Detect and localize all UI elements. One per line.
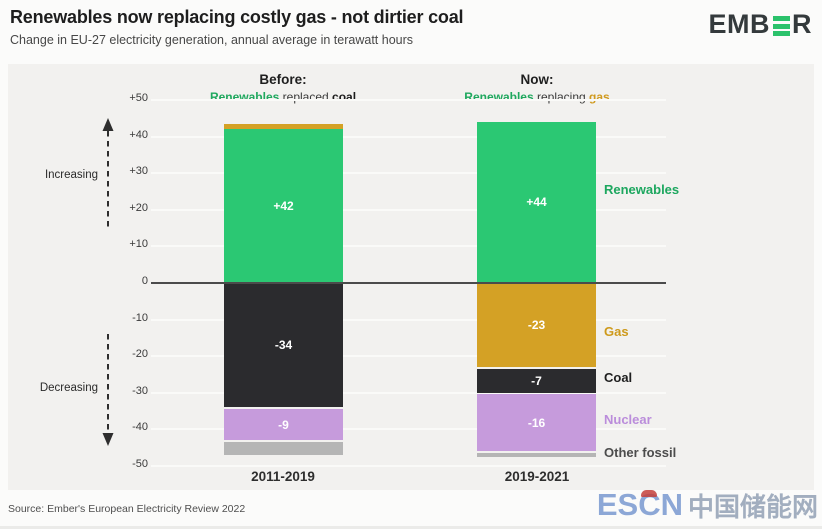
escn-watermark: ESCN 中国储能网	[597, 489, 818, 520]
now-sub-verb: replacing	[533, 90, 590, 104]
y-tick-label: -40	[132, 421, 148, 434]
before-sub-renewables: Renewables	[209, 90, 280, 104]
ember-logo-e-icon	[773, 16, 790, 36]
y-tick-label: +30	[129, 165, 148, 178]
bar-segment-nuclear: -16	[477, 394, 596, 452]
increasing-arrow-icon	[102, 118, 114, 230]
gridline	[151, 208, 666, 211]
y-tick-label: -50	[132, 458, 148, 470]
bar-segment-nuclear: -9	[224, 408, 343, 441]
gridline	[151, 172, 666, 175]
bar-segment-other-fossil	[224, 441, 343, 455]
escn-c-red-accent-icon: C	[638, 487, 661, 522]
escn-latin: ESCN	[597, 489, 683, 520]
chart-background	[8, 64, 814, 490]
gridline	[151, 355, 666, 358]
bar-value-label: -34	[274, 338, 293, 353]
y-tick-label: +40	[129, 128, 148, 141]
series-label-renewables: Renewables	[604, 182, 680, 197]
series-label-gas: Gas	[604, 324, 629, 339]
bar-value-label: -9	[278, 417, 289, 432]
bar-segment-other-fossil	[477, 452, 596, 457]
before-subheading: Renewables replaced coal	[163, 90, 403, 104]
bar-value-label: -7	[531, 373, 542, 388]
gridline	[151, 391, 666, 394]
bar-segment-renewables: +44	[477, 121, 596, 283]
bar-value-label: +42	[273, 199, 294, 214]
escn-es: ES	[596, 487, 639, 522]
y-tick-label: -10	[132, 311, 148, 324]
bar-value-label: -16	[527, 415, 546, 430]
source-credit: Source: Ember's European Electricity Rev…	[8, 503, 246, 515]
gridline	[151, 428, 666, 431]
before-heading: Before:	[259, 72, 307, 87]
now-sub-gas: gas	[589, 90, 610, 104]
before-sub-coal: coal	[332, 90, 357, 104]
series-label-other-fossil: Other fossil	[604, 445, 677, 460]
escn-cjk: 中国储能网	[687, 492, 818, 522]
now-heading: Now:	[520, 72, 554, 87]
gridline	[151, 245, 666, 248]
series-label-coal: Coal	[604, 370, 633, 385]
bar-value-label: -23	[527, 318, 546, 333]
now-sub-renewables: Renewables	[464, 90, 534, 104]
gridline	[151, 318, 666, 321]
now-subheading: Renewables replacing gas	[417, 90, 657, 104]
bar-segment-gas	[224, 123, 343, 130]
y-tick-label: 0	[141, 275, 148, 287]
y-tick-label: +10	[129, 238, 148, 251]
page-subtitle: Change in EU-27 electricity generation, …	[10, 33, 414, 47]
bottom-edge-strip	[0, 526, 822, 529]
page-title: Renewables now replacing costly gas - no…	[10, 7, 464, 27]
bar-segment-coal: -34	[224, 283, 343, 408]
y-tick-label: +20	[129, 201, 148, 214]
increasing-label: Increasing	[44, 169, 98, 181]
gridline	[151, 135, 666, 138]
decreasing-label: Decreasing	[39, 382, 98, 394]
x-axis-label: 2019-2021	[504, 469, 570, 484]
ember-logo-text-suffix: R	[792, 9, 812, 39]
bar-segment-renewables: +42	[224, 129, 343, 283]
bar-value-label: +44	[526, 195, 547, 210]
ember-logo-text-prefix: EMB	[708, 9, 770, 39]
gridline	[151, 99, 666, 101]
escn-n: N	[660, 487, 683, 522]
y-tick-label: -20	[132, 348, 148, 361]
bar-segment-gas: -23	[477, 283, 596, 368]
decreasing-arrow-icon	[102, 334, 114, 446]
zero-line	[151, 282, 666, 284]
before-sub-verb: replaced	[279, 90, 333, 104]
x-axis-label: 2011-2019	[251, 469, 315, 484]
ember-logo: EMB R	[709, 9, 813, 40]
y-tick-label: -30	[132, 384, 148, 397]
y-tick-label: +50	[129, 92, 148, 104]
bar-segment-coal: -7	[477, 368, 596, 393]
series-label-nuclear: Nuclear	[604, 412, 652, 427]
gridline	[151, 465, 666, 467]
